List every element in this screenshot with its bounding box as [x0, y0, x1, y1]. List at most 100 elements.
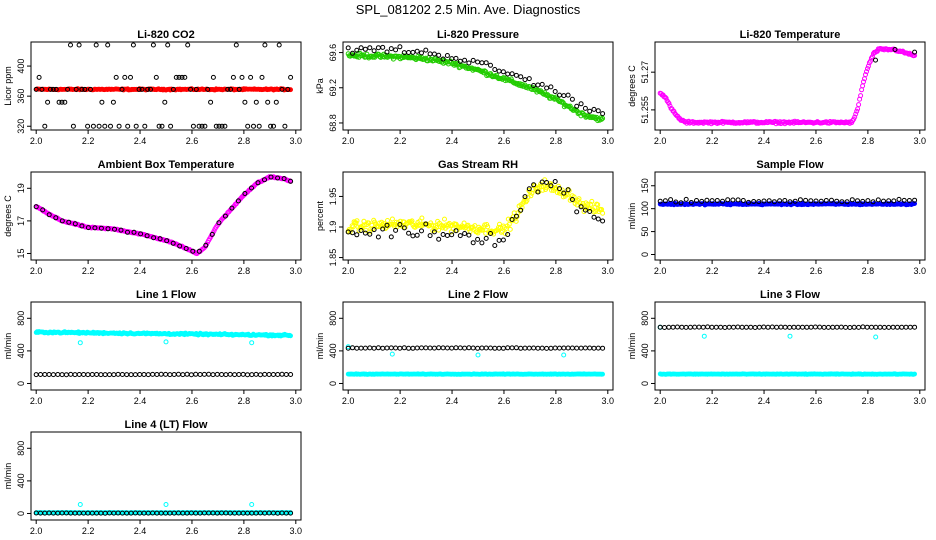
data-point — [771, 199, 777, 205]
data-point — [77, 502, 83, 507]
data-point — [124, 372, 130, 378]
data-point — [748, 324, 754, 330]
data-point — [125, 229, 130, 235]
data-point — [746, 199, 751, 205]
data-point — [125, 123, 131, 129]
data-point — [350, 50, 355, 56]
panel-title: Gas Stream RH — [438, 159, 518, 171]
data-point — [282, 123, 288, 129]
data-point — [179, 74, 185, 80]
data-point — [851, 324, 857, 330]
data-point — [384, 222, 390, 228]
data-point — [359, 52, 365, 58]
data-point — [45, 99, 51, 105]
y-axis-label: ml/min — [627, 333, 637, 360]
plot-frame — [342, 171, 614, 261]
data-point — [389, 351, 395, 357]
data-point — [128, 74, 133, 80]
plot-frame — [30, 301, 302, 391]
data-point — [42, 123, 48, 129]
data-point — [492, 345, 498, 351]
data-point — [46, 372, 52, 377]
data-point — [288, 333, 294, 339]
y-tick-label: 1.95 — [328, 188, 338, 206]
data-point — [859, 87, 865, 93]
data-point — [595, 202, 601, 208]
data-point — [50, 86, 56, 92]
data-point — [447, 223, 453, 229]
chart-panel: Sample Flow 2.0 2.2 2.4 2.6 2.8 3.0 0 50 100 150ml… — [627, 159, 926, 276]
data-point — [72, 221, 78, 227]
data-point — [202, 123, 208, 129]
data-point — [522, 77, 528, 83]
data-point — [73, 86, 79, 92]
series — [33, 174, 294, 254]
data-point — [470, 345, 476, 351]
x-tick-label: 2.2 — [706, 396, 719, 406]
data-point — [401, 225, 407, 231]
x-tick-label: 3.0 — [602, 266, 615, 276]
data-point — [229, 205, 235, 211]
data-point — [68, 42, 73, 48]
x-tick-label: 2.4 — [758, 396, 771, 406]
y-tick-label: 1.9 — [328, 221, 338, 234]
data-point — [518, 207, 524, 213]
data-point — [475, 230, 481, 236]
y-tick-label: 0 — [328, 381, 338, 386]
data-point — [714, 198, 720, 203]
data-point — [482, 68, 488, 74]
data-point — [700, 324, 706, 330]
data-point — [591, 106, 597, 112]
series — [33, 329, 294, 339]
data-point — [865, 66, 870, 72]
data-point — [912, 371, 917, 377]
series — [873, 47, 918, 63]
x-tick-label: 2.0 — [342, 136, 355, 146]
data-point — [906, 198, 912, 203]
data-point — [787, 199, 793, 205]
data-point — [479, 240, 485, 246]
data-point — [912, 197, 918, 203]
data-point — [410, 233, 416, 239]
data-point — [674, 324, 680, 330]
data-point — [116, 123, 122, 129]
data-point — [285, 86, 291, 92]
panel-title: Line 4 (LT) Flow — [125, 419, 208, 431]
series — [657, 200, 917, 208]
data-point — [565, 345, 571, 351]
data-point — [589, 198, 595, 204]
data-point — [436, 236, 442, 242]
data-point — [593, 209, 599, 214]
data-point — [475, 59, 481, 65]
data-point — [406, 345, 412, 351]
data-point — [419, 50, 424, 56]
data-point — [431, 345, 437, 351]
data-point — [500, 345, 506, 351]
plot-frame — [654, 41, 926, 131]
y-tick-label: 100 — [640, 201, 650, 216]
data-point — [496, 225, 501, 230]
data-point — [561, 190, 567, 196]
data-point — [528, 193, 534, 199]
series — [345, 50, 606, 124]
data-point — [423, 47, 429, 53]
y-tick-label: 15 — [16, 248, 26, 258]
series — [33, 510, 294, 516]
data-point — [791, 324, 797, 330]
x-tick-label: 2.4 — [446, 266, 459, 276]
data-point — [713, 324, 719, 330]
data-point — [877, 324, 883, 330]
data-point — [725, 197, 731, 203]
data-point — [384, 345, 390, 351]
data-point — [427, 51, 433, 57]
data-point — [393, 345, 399, 351]
data-point — [205, 86, 211, 92]
data-point — [288, 74, 294, 80]
data-point — [157, 236, 163, 242]
y-tick-label: 800 — [16, 441, 26, 456]
data-point — [552, 345, 558, 351]
data-point — [513, 213, 519, 219]
data-point — [245, 123, 251, 129]
data-point — [183, 246, 189, 251]
